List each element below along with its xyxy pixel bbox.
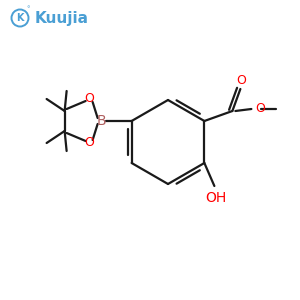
Text: Kuujia: Kuujia bbox=[35, 11, 89, 26]
Text: O: O bbox=[85, 136, 94, 149]
Text: K: K bbox=[16, 13, 24, 23]
Text: °: ° bbox=[26, 6, 30, 12]
Text: O: O bbox=[85, 92, 94, 106]
Text: OH: OH bbox=[206, 191, 227, 205]
Text: O: O bbox=[236, 74, 246, 88]
Text: B: B bbox=[97, 114, 106, 128]
Text: O: O bbox=[255, 103, 265, 116]
